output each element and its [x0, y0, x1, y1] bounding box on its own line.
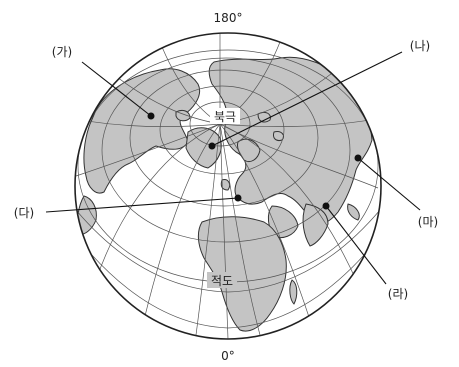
marker-ma-label: (마)	[418, 215, 438, 229]
meridian-180-label: 180°	[214, 11, 243, 25]
equator-line	[75, 209, 381, 293]
marker-na-label: (나)	[410, 39, 430, 53]
equator-label: 적도	[211, 274, 233, 288]
marker-ra: (라)	[322, 202, 408, 301]
landmass-madagascar	[289, 279, 298, 305]
marker-na: (나)	[208, 39, 430, 150]
north-pole-label-bg	[210, 108, 240, 124]
equator-label-bg	[207, 272, 237, 288]
landmass-arctic-island-3	[273, 131, 285, 141]
landmass-india	[302, 203, 329, 247]
marker-ga: (가)	[52, 45, 155, 120]
landmass-arctic-island-1	[175, 109, 191, 122]
north-pole-label: 북극	[214, 110, 236, 124]
latitude-lines	[75, 49, 381, 329]
landmass-greenland	[185, 127, 222, 169]
landmass-british-isles	[220, 179, 231, 191]
marker-ra-label: (라)	[388, 287, 408, 301]
marker-da: (다)	[14, 194, 242, 220]
meridian-0-label: 0°	[221, 349, 235, 363]
landmass-arabia	[267, 205, 299, 239]
marker-da-label: (다)	[14, 206, 34, 220]
marker-ma: (마)	[354, 154, 438, 229]
landmass-arctic-island-2	[257, 111, 271, 123]
landmass-southeast-asia	[347, 203, 360, 221]
globe-outline	[74, 32, 382, 340]
landmass-north-america	[83, 68, 200, 194]
marker-ga-label: (가)	[52, 45, 72, 59]
